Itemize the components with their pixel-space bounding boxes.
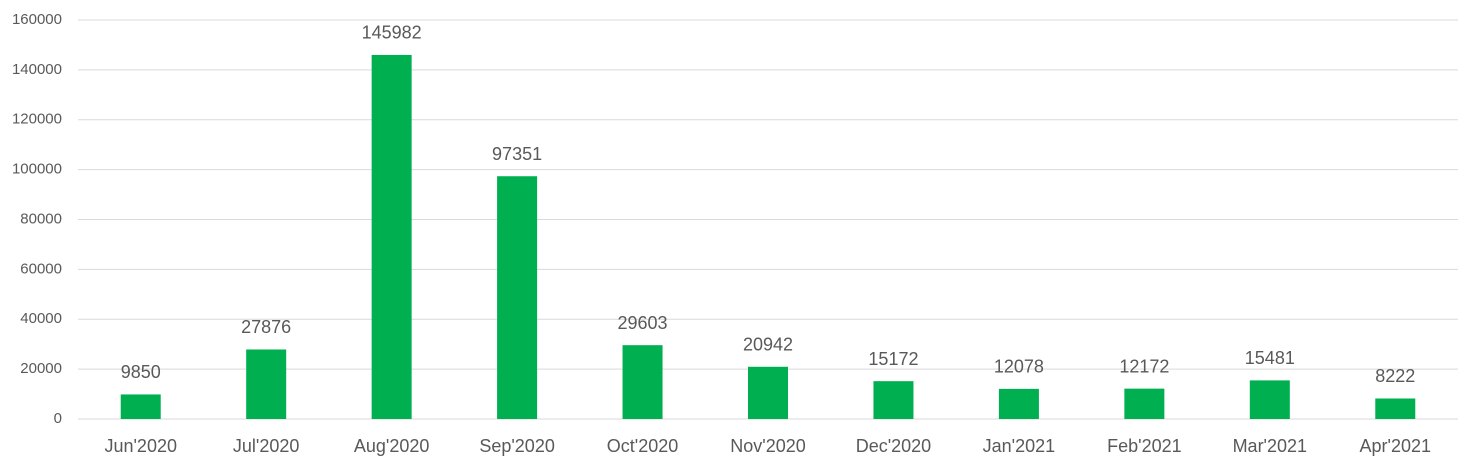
bar xyxy=(120,394,161,419)
data-label: 20942 xyxy=(743,335,793,355)
x-tick-label: Mar'2021 xyxy=(1233,436,1307,456)
bar xyxy=(1124,388,1165,419)
data-label: 27876 xyxy=(241,317,291,337)
bar xyxy=(1249,380,1290,419)
data-label: 15481 xyxy=(1245,348,1295,368)
x-tick-label: Feb'2021 xyxy=(1107,436,1182,456)
data-label: 8222 xyxy=(1375,366,1415,386)
y-tick-label: 160000 xyxy=(12,11,62,28)
bar xyxy=(748,366,788,419)
bar xyxy=(622,345,663,419)
data-label: 15172 xyxy=(868,349,918,369)
data-label: 12172 xyxy=(1119,356,1169,376)
y-tick-label: 0 xyxy=(54,410,62,427)
y-tick-label: 120000 xyxy=(12,111,62,128)
bar xyxy=(998,388,1039,419)
bar xyxy=(497,176,538,419)
x-tick-label: Nov'2020 xyxy=(730,436,806,456)
data-label: 145982 xyxy=(362,23,422,43)
y-tick-label: 100000 xyxy=(12,161,62,178)
x-tick-label: Jul'2020 xyxy=(233,436,300,456)
x-tick-label: Sep'2020 xyxy=(479,436,555,456)
data-label: 9850 xyxy=(121,362,161,382)
x-tick-label: Jan'2021 xyxy=(983,436,1056,456)
x-tick-label: Dec'2020 xyxy=(856,436,932,456)
y-tick-label: 140000 xyxy=(12,61,62,78)
bar xyxy=(371,54,412,419)
data-label: 12078 xyxy=(994,357,1044,377)
x-tick-label: Jun'2020 xyxy=(104,436,177,456)
x-tick-label: Apr'2021 xyxy=(1360,436,1432,456)
bar xyxy=(246,349,287,419)
y-tick-label: 20000 xyxy=(20,360,62,377)
y-tick-label: 80000 xyxy=(20,210,62,227)
x-tick-label: Oct'2020 xyxy=(607,436,678,456)
y-tick-label: 40000 xyxy=(20,310,62,327)
x-tick-label: Aug'2020 xyxy=(354,436,430,456)
data-label: 29603 xyxy=(618,313,668,333)
y-tick-label: 60000 xyxy=(20,260,62,277)
bar xyxy=(873,381,914,419)
bar xyxy=(1375,398,1416,419)
data-label: 97351 xyxy=(492,144,542,164)
